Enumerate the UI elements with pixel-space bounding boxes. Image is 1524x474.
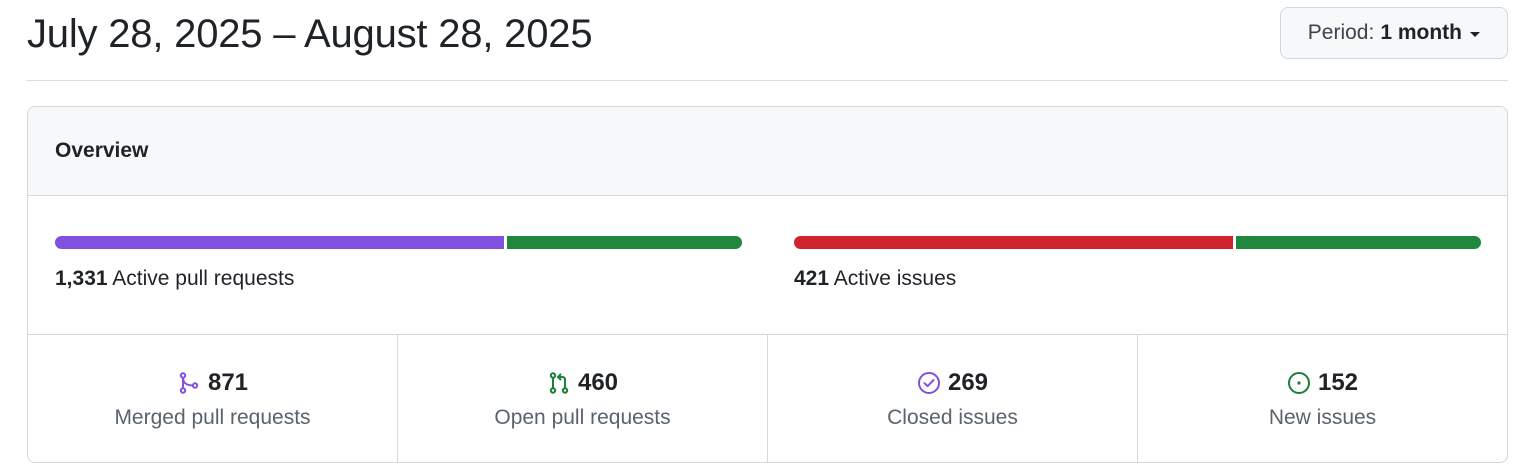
overview-title: Overview [55,139,149,162]
issue-opened-icon [1287,372,1310,394]
git-merge-icon [179,372,199,394]
pull-requests-progress-bar [55,236,742,249]
new-issues-label: New issues [1268,406,1377,429]
git-pull-request-icon [549,372,569,394]
issue-closed-icon [917,372,940,394]
merged-pull-requests-segment[interactable] [55,236,505,249]
pull-requests-summary: 1,331 Active pull requests [55,236,742,291]
active-pull-requests-count: 1,331 [55,267,108,290]
stat-merged-pull-requests[interactable]: 871 Merged pull requests [28,335,398,462]
issues-summary: 421 Active issues [794,236,1481,291]
stat-open-pull-requests[interactable]: 460 Open pull requests [398,335,768,462]
page-title: July 28, 2025 – August 28, 2025 [27,12,593,56]
period-value: 1 month [1380,21,1462,44]
open-pull-requests-label: Open pull requests [494,406,671,429]
pulse-header: July 28, 2025 – August 28, 2025 Period: … [27,0,1508,81]
active-issues-text[interactable]: 421 Active issues [794,267,1481,291]
active-issues-label: Active issues [833,267,957,290]
stat-closed-issues[interactable]: 269 Closed issues [768,335,1138,462]
stats-row: 871 Merged pull requests 460 Open pull r… [28,335,1507,462]
active-pull-requests-text[interactable]: 1,331 Active pull requests [55,267,742,291]
active-pull-requests-label: Active pull requests [112,267,295,290]
activity-bars: 1,331 Active pull requests 421 Active is… [28,196,1507,335]
closed-issues-label: Closed issues [887,406,1018,429]
closed-issues-count: 269 [947,369,989,396]
merged-pull-requests-count: 871 [207,369,249,396]
stat-new-issues[interactable]: 152 New issues [1138,335,1507,462]
new-issues-count: 152 [1317,369,1359,396]
period-dropdown-button[interactable]: Period: 1 month [1279,7,1508,59]
active-issues-count: 421 [794,267,830,290]
open-pull-requests-segment[interactable] [504,236,742,249]
merged-pull-requests-label: Merged pull requests [114,406,311,429]
open-pull-requests-count: 460 [577,369,619,396]
period-label: Period: [1307,21,1375,44]
closed-issues-segment[interactable] [794,236,1233,249]
overview-box: Overview 1,331 Active pull requests 421 … [27,106,1508,463]
overview-header: Overview [28,107,1507,196]
new-issues-segment[interactable] [1232,236,1481,249]
issues-progress-bar [794,236,1481,249]
caret-down-icon [1470,32,1480,37]
